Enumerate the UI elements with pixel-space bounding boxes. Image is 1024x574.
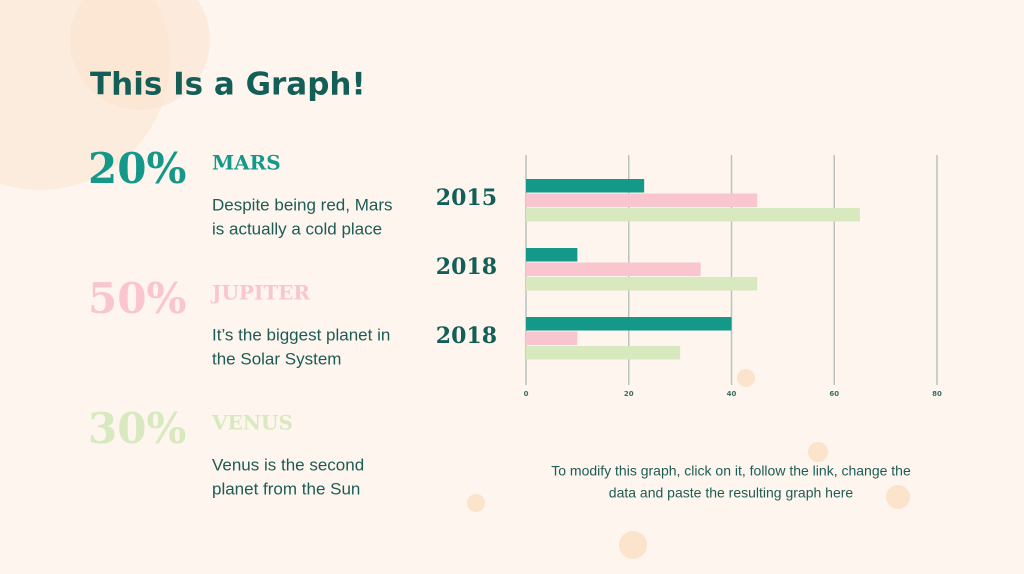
bar [526,179,645,193]
x-tick-label: 80 [932,390,942,398]
stat-percent: 20% [88,144,186,193]
decoration [808,442,828,462]
stat-name: VENUS [211,411,293,435]
x-tick-label: 20 [624,390,634,398]
bar [526,346,681,360]
bar [526,262,701,276]
note: data and paste the resulting graph here [609,485,854,501]
stat-name: JUPITER [210,281,310,305]
stat-text: Venus is the second [212,455,364,474]
bar [526,208,860,222]
bar [526,331,578,345]
bar [526,317,732,331]
y-tick-label: 2015 [436,185,497,211]
note: To modify this graph, click on it, follo… [551,463,911,479]
bar [526,248,578,262]
stat-text: Despite being red, Mars [212,195,392,214]
decoration [886,485,910,509]
stat-text: is actually a cold place [212,219,382,238]
stat-text: It’s the biggest planet in [212,325,390,344]
x-tick-label: 40 [727,390,737,398]
stat-name: MARS [212,151,281,175]
decoration [70,0,210,110]
stat-percent: 50% [88,274,186,323]
slide-title: This Is a Graph! [90,67,366,103]
y-tick-label: 2018 [436,323,497,349]
decoration [737,369,755,387]
x-tick-label: 0 [524,390,529,398]
decoration [619,531,647,559]
stat-percent: 30% [88,404,186,453]
bar [526,193,758,207]
bar [526,277,758,291]
x-tick-label: 60 [829,390,839,398]
y-tick-label: 2018 [436,254,497,280]
stat-text: the Solar System [212,349,341,368]
decoration [467,494,485,512]
stat-text: planet from the Sun [212,479,360,498]
